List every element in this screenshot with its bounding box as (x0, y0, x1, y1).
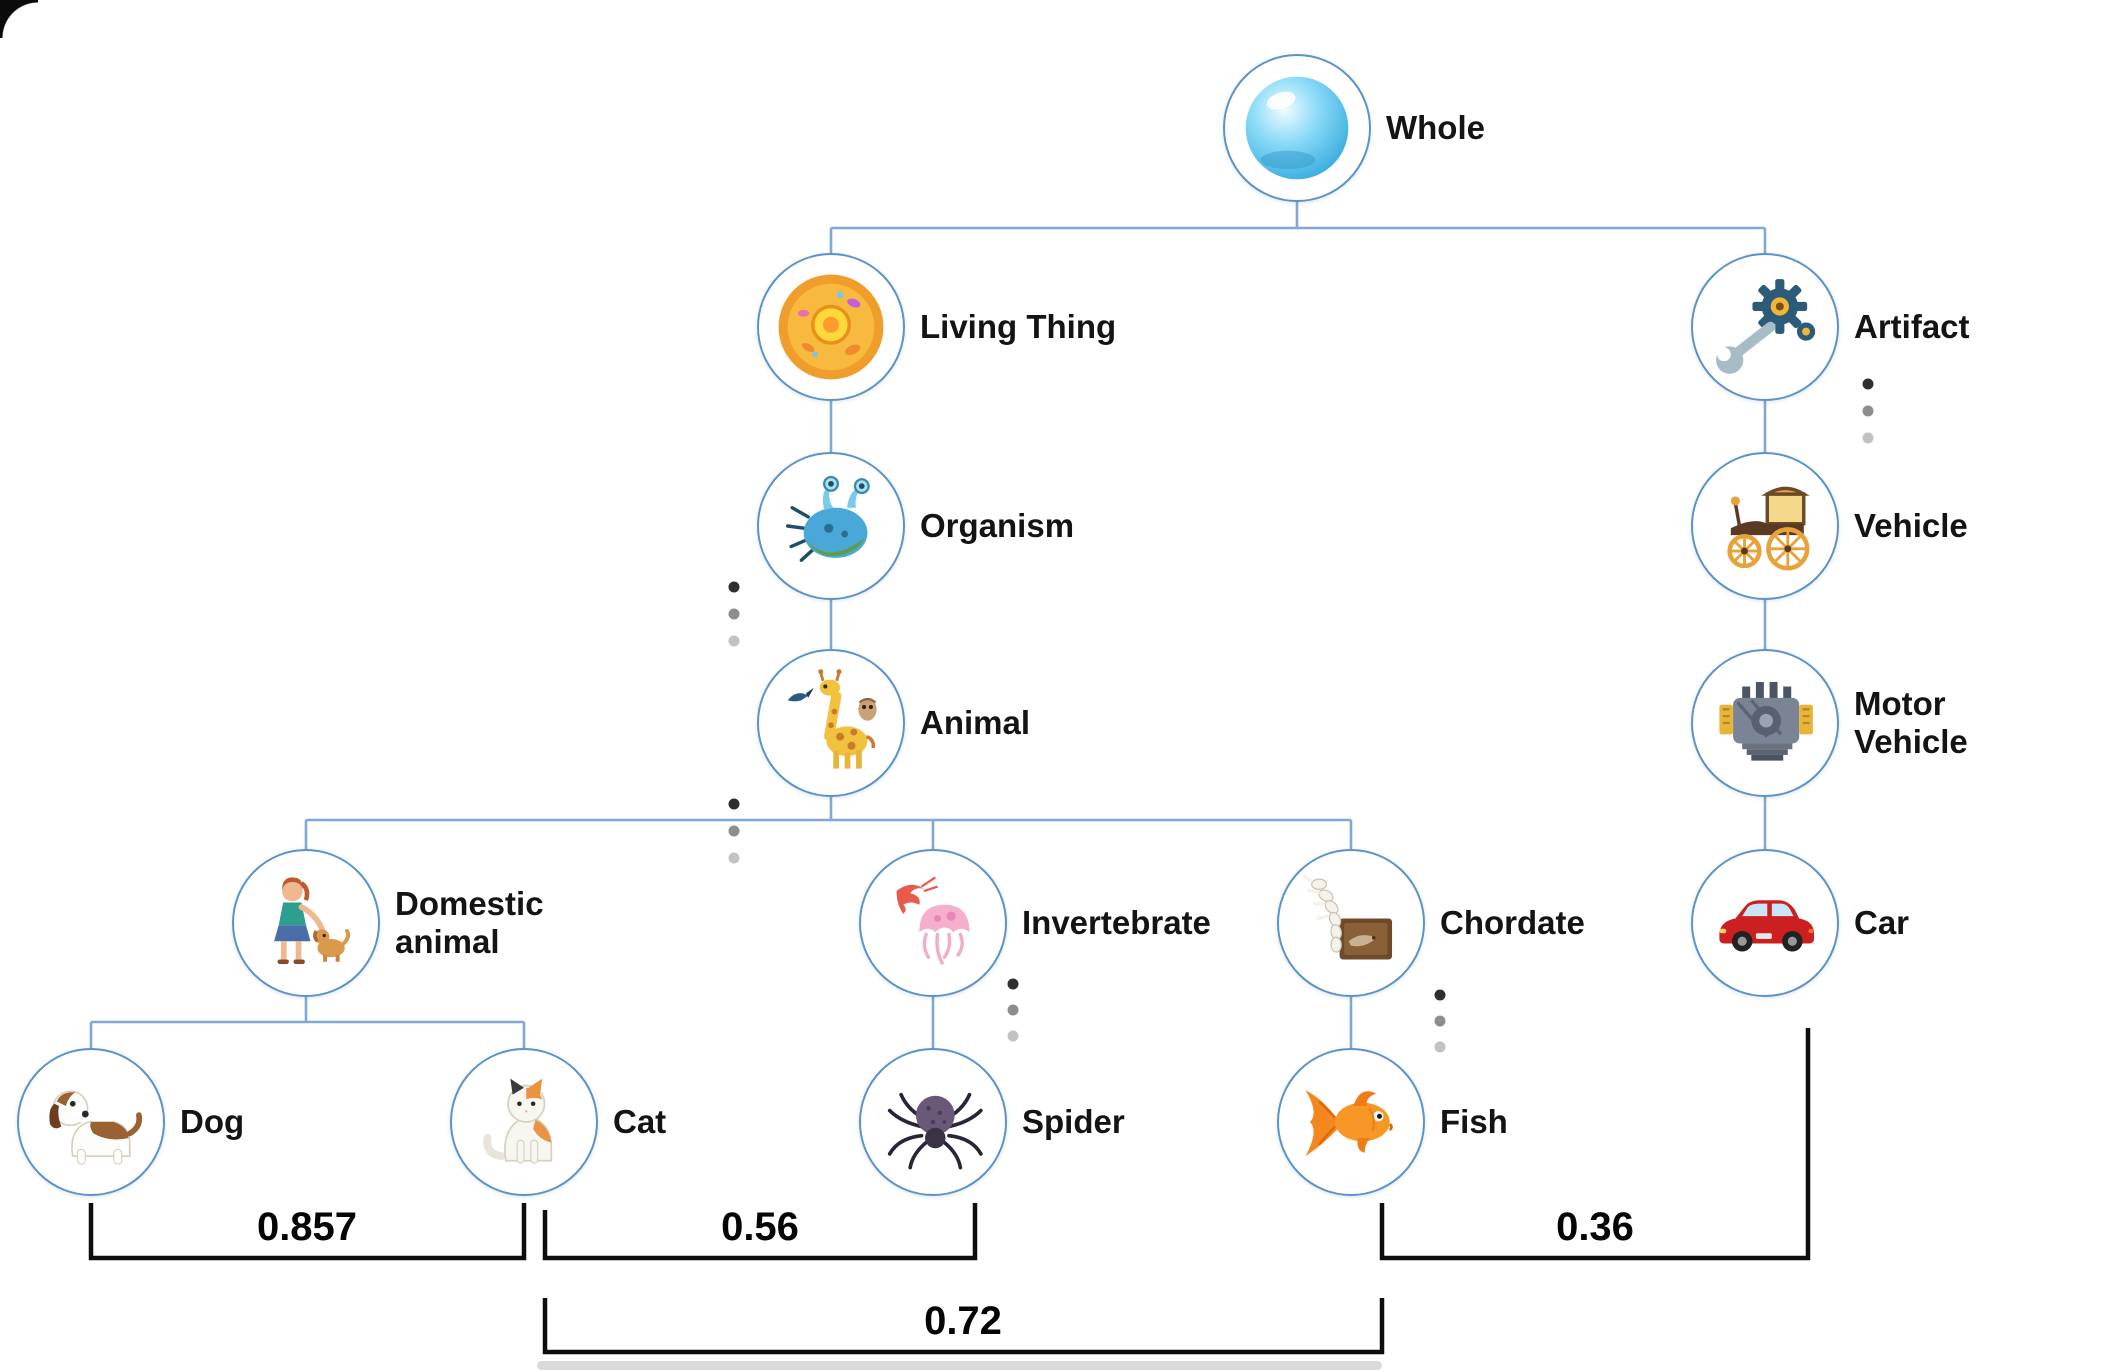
similarity-bracket-dog-cat (88, 1203, 527, 1261)
tree-node-organism: Organism (757, 452, 1074, 600)
node-circle (232, 849, 380, 997)
ellipsis-dots-invertebrate-spider (1007, 978, 1019, 1042)
jellyfish-icon (896, 876, 970, 965)
node-circle (1691, 452, 1839, 600)
node-label-artifact: Artifact (1854, 307, 1970, 345)
node-circle (17, 1048, 165, 1196)
gear-wrench-icon (1715, 279, 1816, 374)
tree-node-artifact: Artifact (1691, 253, 1970, 401)
giraffe-icon (787, 669, 877, 769)
node-circle (1691, 649, 1839, 797)
node-label-invertebrate: Invertebrate (1022, 903, 1211, 941)
cat-icon (483, 1078, 553, 1164)
node-label-organism: Organism (920, 506, 1075, 544)
tree-node-chordate: Chordate (1277, 849, 1585, 997)
tree-node-living-thing: Living Thing (757, 253, 1116, 401)
tree-node-spider: Spider (859, 1048, 1125, 1196)
cell-icon (778, 274, 884, 380)
node-circle (1691, 253, 1839, 401)
node-label-dog: Dog (180, 1102, 245, 1140)
node-label-fish: Fish (1440, 1102, 1508, 1140)
tree-node-fish: Fish (1277, 1048, 1508, 1196)
goldfish-icon (1305, 1090, 1393, 1157)
spider-icon (887, 1092, 983, 1170)
node-circle (859, 1048, 1007, 1196)
node-circle (1277, 1048, 1425, 1196)
tree-node-cat: Cat (450, 1048, 666, 1196)
node-circle (859, 849, 1007, 997)
node-label-car: Car (1854, 903, 1910, 941)
node-label-living-thing: Living Thing (920, 307, 1117, 345)
connector-animal-children (304, 796, 1353, 850)
tree-node-motor-vehicle: Motor Vehicle (1691, 649, 2022, 797)
connector-domesticanimal-children (89, 996, 526, 1049)
node-label-whole: Whole (1386, 108, 1485, 146)
girl-with-dog-icon (274, 877, 351, 965)
node-circle (450, 1048, 598, 1196)
similarity-bracket-fish-car (1379, 1028, 1811, 1261)
node-label-animal: Animal (920, 703, 1031, 741)
node-circle (1277, 849, 1425, 997)
ellipsis-dots-organism-animal (728, 581, 740, 647)
node-circle (1691, 849, 1839, 997)
bottom-bar-artifact (537, 1361, 1382, 1370)
ellipsis-dots-chordate-fish (1434, 989, 1446, 1053)
similarity-value-cat-spider: 0.56 (721, 1205, 799, 1249)
node-circle (757, 649, 905, 797)
node-circle (757, 452, 905, 600)
node-label-spider: Spider (1022, 1102, 1125, 1140)
node-circle (1223, 54, 1371, 202)
spine-icon (1302, 874, 1393, 960)
node-circle (757, 253, 905, 401)
connector-whole-children (829, 202, 1767, 254)
node-label-vehicle: Vehicle (1854, 506, 1968, 544)
carriage-icon (1727, 486, 1810, 571)
similarity-bracket-cat-spider (542, 1203, 978, 1261)
tree-node-vehicle: Vehicle (1691, 452, 1968, 600)
tree-node-animal: Animal (757, 649, 1030, 797)
ellipsis-dots-animal-children (728, 798, 740, 864)
ellipsis-dots-artifact-vehicle (1862, 378, 1874, 444)
screen-corner-artifact (0, 0, 38, 38)
node-label-domestic-animal: Domestic animal (395, 884, 544, 960)
similarity-value-cat-fish: 0.72 (924, 1299, 1002, 1343)
node-label-chordate: Chordate (1440, 903, 1585, 941)
tree-node-car: Car (1691, 849, 1909, 997)
sphere-icon (1245, 76, 1349, 180)
dog-icon (49, 1090, 143, 1165)
similarity-value-fish-car: 0.36 (1556, 1205, 1634, 1249)
node-label-motor-vehicle: Motor Vehicle (1854, 684, 1968, 760)
similarity-bracket-cat-fish (542, 1298, 1385, 1355)
microbe-icon (785, 475, 870, 562)
tree-node-whole: Whole (1223, 54, 1485, 202)
node-label-cat: Cat (613, 1102, 667, 1140)
tree-node-invertebrate: Invertebrate (859, 849, 1211, 997)
similarity-value-dog-cat: 0.857 (256, 1205, 358, 1249)
tree-node-domestic-animal: Domestic animal (232, 849, 563, 997)
tree-node-dog: Dog (17, 1048, 244, 1196)
engine-icon (1719, 681, 1813, 761)
red-car-icon (1719, 900, 1815, 952)
